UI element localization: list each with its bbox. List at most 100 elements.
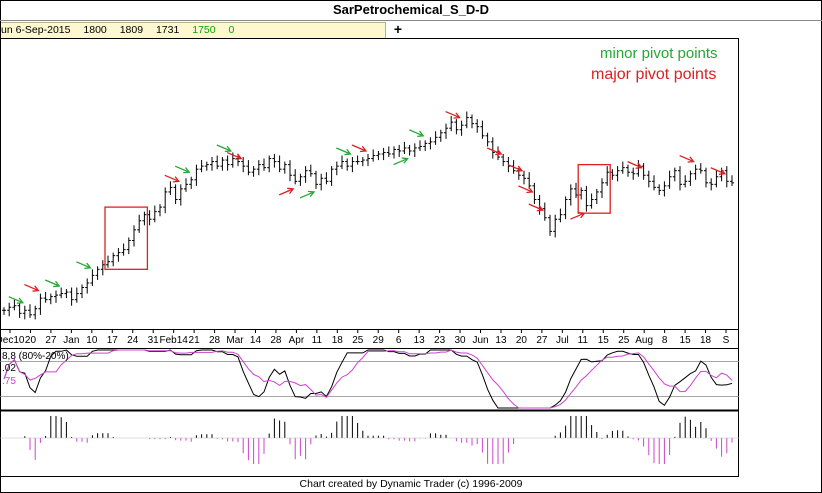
histogram-bars (24, 416, 733, 464)
arrow-head (417, 130, 425, 138)
ohlc-bar (298, 173, 303, 186)
ohlc-bar (314, 170, 318, 189)
arrow-head (359, 145, 368, 153)
ohlc-bar (428, 137, 433, 150)
ohlc-bar (48, 293, 53, 305)
expand-plus-icon[interactable]: + (393, 21, 403, 37)
ohlc-bar (615, 166, 620, 182)
ohlc-bar (683, 175, 688, 188)
arrow-shaft (164, 174, 180, 182)
arrow-shaft (8, 296, 24, 304)
ohlc-bar (459, 120, 464, 136)
ohlc-bar (532, 182, 537, 205)
ohlc-bar (100, 260, 105, 276)
x-tick-label: 11 (578, 335, 589, 346)
ohlc-bar (688, 170, 693, 186)
arrow-head (687, 156, 695, 163)
ohlc-bar (345, 158, 350, 171)
ohlc-bar (329, 166, 334, 186)
ohlc-bar (646, 170, 651, 188)
arrow-head (287, 187, 295, 195)
x-axis-ticks: Dec102027Jan10172431Feb142128Mar1428Apr1… (0, 329, 730, 346)
ohlc-bars (2, 111, 734, 320)
ohlc-bar (724, 166, 729, 188)
x-tick-label: Jun (472, 335, 488, 346)
arrow-shaft (507, 164, 523, 172)
ohlc-bar (194, 164, 199, 186)
ohlc-bar (641, 163, 646, 180)
minor-pivot-arrow-icon (174, 165, 191, 174)
ohlc-bar (558, 208, 563, 223)
x-tick-label: 27 (536, 335, 548, 346)
ohlc-bar (376, 150, 381, 161)
ohlc-bar (584, 185, 589, 212)
x-tick-label: Jan (63, 335, 79, 346)
ohlc-bar (22, 305, 27, 320)
ohlc-bar (106, 255, 110, 268)
arrow-head (453, 112, 461, 119)
ohlc-bar (480, 120, 485, 139)
ohlc-bar (730, 175, 734, 186)
major-pivot-arrow-icon (507, 164, 524, 172)
major-pivot-arrow-icon (679, 154, 695, 163)
ohlc-bar (69, 287, 74, 306)
minor-pivot-arrow-icon (44, 279, 61, 288)
ohlc-bar (485, 132, 490, 147)
ohlc-bar (412, 143, 417, 158)
chart-footer-credit: Chart created by Dynamic Trader (c) 1996… (299, 478, 523, 490)
ohlc-bar (563, 196, 568, 220)
arrow-head (235, 153, 243, 160)
major-pivot-arrow-icon (710, 167, 727, 175)
ohlc-bar (610, 169, 615, 180)
info-open: 1800 (83, 24, 107, 36)
arrow-head (536, 205, 545, 212)
arrow-shaft (627, 161, 642, 169)
ohlc-bar (360, 157, 365, 167)
ohlc-bar (126, 237, 131, 255)
ohlc-bar (366, 154, 370, 167)
ohlc-bar (210, 157, 214, 171)
ohlc-bar (137, 214, 142, 233)
ohlc-bar (714, 170, 719, 188)
ohlc-bar (693, 164, 698, 180)
x-tick-label: 13 (495, 335, 507, 346)
arrow-shaft (570, 212, 585, 220)
ohlc-bar (282, 161, 287, 174)
minor-pivot-arrow-icon (299, 190, 316, 199)
arrow-shaft (445, 110, 460, 119)
plot-frame (0, 38, 739, 477)
ohlc-bar (542, 202, 547, 221)
ohlc-bar (678, 166, 682, 191)
x-tick-label: 28 (270, 335, 282, 346)
x-tick-label: 25 (618, 335, 630, 346)
arrow-shaft (408, 129, 424, 137)
arrow-head (526, 186, 534, 194)
ohlc-bar (199, 160, 204, 173)
info-close: 1750 (192, 24, 216, 36)
major-pivot-arrow-icon (518, 185, 534, 194)
info-low: 1731 (155, 24, 180, 36)
ohlc-bar (152, 205, 157, 223)
info-volume: 0 (228, 24, 235, 36)
x-tick-label: 20 (516, 335, 528, 346)
ohlc-bar (272, 154, 277, 168)
arrow-shaft (518, 185, 533, 193)
ohlc-bar (501, 154, 506, 167)
ohlc-bar (168, 181, 173, 195)
arrow-shaft (528, 203, 544, 211)
ohlc-bar (38, 293, 43, 315)
ohlc-bar (215, 155, 220, 170)
ohlc-bar (371, 149, 376, 162)
pivot-box (577, 163, 611, 214)
x-tick-label: 10 (86, 335, 98, 346)
ohlc-bar (407, 144, 412, 156)
arrow-head (53, 280, 61, 288)
x-tick-label: Aug (635, 335, 653, 346)
ohlc-bar (438, 129, 443, 142)
arrow-shaft (24, 283, 39, 292)
arrow-shaft (44, 279, 60, 287)
arrow-shaft (351, 144, 367, 152)
ohlc-bar (568, 184, 573, 206)
x-tick-label: 24 (127, 335, 139, 346)
minor-pivot-arrow-icon (216, 144, 233, 153)
